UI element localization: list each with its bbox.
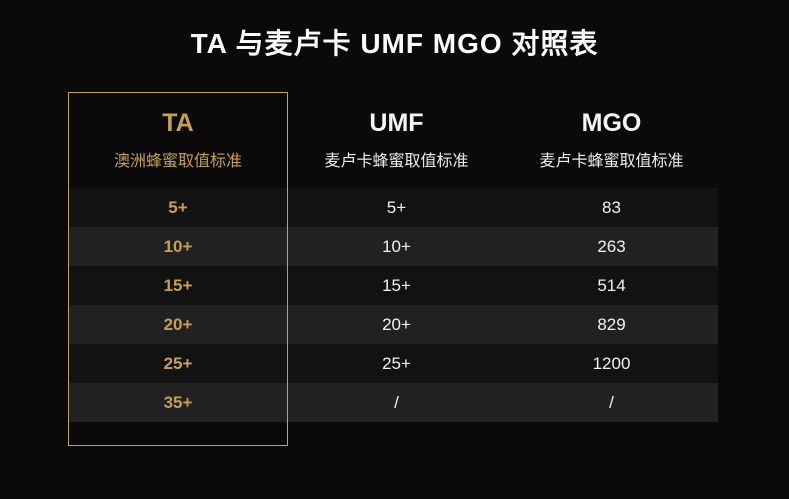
table-header-row: TA 澳洲蜂蜜取值标准 UMF 麦卢卡蜂蜜取值标准 MGO 麦卢卡蜂蜜取值标准	[68, 92, 718, 188]
column-subtitle-umf: 麦卢卡蜂蜜取值标准	[324, 153, 469, 170]
table-row: 35+ / /	[68, 383, 718, 422]
cell-ta: 5+	[168, 197, 188, 217]
cell-umf: /	[394, 392, 399, 412]
table-row: 20+ 20+ 829	[68, 305, 718, 344]
cell-mgo: 263	[597, 236, 626, 256]
table-row: 25+ 25+ 1200	[68, 344, 718, 383]
cell-umf: 20+	[382, 314, 411, 334]
column-header-umf: UMF 麦卢卡蜂蜜取值标准	[288, 92, 505, 188]
table-row: 15+ 15+ 514	[68, 266, 718, 305]
cell-ta: 20+	[163, 314, 193, 334]
cell-ta: 35+	[163, 392, 193, 412]
cell-mgo: 514	[597, 275, 626, 295]
cell-ta: 10+	[163, 236, 193, 256]
cell-umf: 15+	[382, 275, 411, 295]
column-subtitle-mgo: 麦卢卡蜂蜜取值标准	[539, 153, 684, 170]
cell-mgo: 83	[602, 197, 621, 217]
cell-umf: 10+	[382, 236, 411, 256]
column-label-umf: UMF	[369, 109, 424, 137]
column-label-ta: TA	[162, 109, 194, 137]
page-title: TA 与麦卢卡 UMF MGO 对照表	[190, 28, 599, 59]
cell-umf: 5+	[386, 197, 407, 217]
table-row: 10+ 10+ 263	[68, 227, 718, 266]
cell-mgo: 1200	[592, 353, 631, 373]
table-row: 5+ 5+ 83	[68, 188, 718, 227]
comparison-table: TA 澳洲蜂蜜取值标准 UMF 麦卢卡蜂蜜取值标准 MGO 麦卢卡蜂蜜取值标准 …	[68, 92, 718, 446]
column-subtitle-ta: 澳洲蜂蜜取值标准	[113, 153, 242, 170]
column-header-mgo: MGO 麦卢卡蜂蜜取值标准	[505, 92, 718, 188]
column-label-mgo: MGO	[581, 109, 642, 137]
cell-mgo: /	[609, 392, 614, 412]
cell-ta: 25+	[163, 353, 193, 373]
cell-umf: 25+	[382, 353, 411, 373]
column-header-ta: TA 澳洲蜂蜜取值标准	[68, 92, 288, 188]
cell-ta: 15+	[163, 275, 193, 295]
cell-mgo: 829	[597, 314, 626, 334]
